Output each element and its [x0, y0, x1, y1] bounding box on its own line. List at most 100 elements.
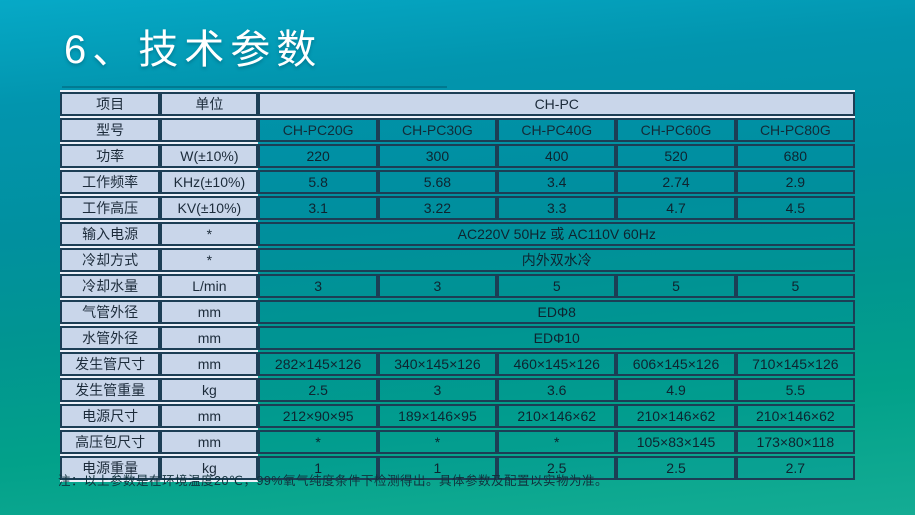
param-value-cell: 220: [258, 144, 378, 168]
param-value-cell: 1: [377, 456, 498, 480]
param-value-cell: *: [377, 430, 498, 454]
table-row: 电源重量 kg 1 1 2.5 2.5 2.7: [60, 456, 855, 480]
param-unit-cell: *: [160, 248, 259, 272]
param-label-cell: 型号: [60, 118, 161, 142]
param-value-cell: *: [258, 430, 378, 454]
param-merged-cell: EDΦ10: [258, 326, 855, 350]
model-cell: CH-PC60G: [616, 118, 736, 142]
table-row: 输入电源 * AC220V 50Hz 或 AC110V 60Hz: [60, 222, 855, 246]
param-value-cell: 210×146×62: [616, 404, 736, 428]
param-label-cell: 气管外径: [60, 300, 161, 324]
model-cell: CH-PC40G: [497, 118, 617, 142]
table-row: 冷却水量 L/min 3 3 5 5 5: [60, 274, 855, 298]
param-value-cell: 606×145×126: [616, 352, 736, 376]
model-cell: CH-PC20G: [258, 118, 378, 142]
param-value-cell: 3.3: [497, 196, 617, 220]
param-value-cell: 5.8: [258, 170, 378, 194]
param-value-cell: 2.5: [616, 456, 736, 480]
param-label-cell: 输入电源: [60, 222, 161, 246]
param-merged-cell: 内外双水冷: [258, 248, 855, 272]
param-label-cell: 水管外径: [60, 326, 161, 350]
param-unit-cell: *: [160, 222, 259, 246]
param-label-cell: 发生管重量: [60, 378, 161, 402]
param-value-cell: 300: [377, 144, 498, 168]
model-cell: CH-PC80G: [735, 118, 855, 142]
param-value-cell: *: [497, 430, 617, 454]
param-label-cell: 电源重量: [60, 456, 161, 480]
param-value-cell: 210×146×62: [497, 404, 617, 428]
header-item-cell: 项目: [60, 92, 161, 116]
param-label-cell: 工作高压: [60, 196, 161, 220]
footnote: 注：以上参数是在环境温度20℃，99%氧气纯度条件下检测得出。具体参数及配置以实…: [58, 474, 608, 488]
param-value-cell: 5: [735, 274, 855, 298]
param-value-cell: 3.4: [497, 170, 617, 194]
param-value-cell: 3.6: [497, 378, 617, 402]
param-value-cell: 2.7: [735, 456, 855, 480]
param-value-cell: 212×90×95: [258, 404, 378, 428]
param-value-cell: 3: [377, 274, 498, 298]
table-row: 发生管重量 kg 2.5 3 3.6 4.9 5.5: [60, 378, 855, 402]
param-value-cell: 3: [377, 378, 498, 402]
param-label-cell: 电源尺寸: [60, 404, 161, 428]
param-unit-cell: mm: [160, 404, 259, 428]
slide-title: 6、技术参数: [64, 28, 323, 72]
param-value-cell: 5: [497, 274, 617, 298]
param-merged-cell: EDΦ8: [258, 300, 855, 324]
param-unit-cell: KV(±10%): [160, 196, 259, 220]
param-value-cell: 4.7: [616, 196, 736, 220]
param-unit-cell: mm: [160, 430, 259, 454]
param-unit-cell: mm: [160, 326, 259, 350]
param-unit-cell: kg: [160, 456, 259, 480]
param-value-cell: 400: [497, 144, 617, 168]
table-row: 水管外径 mm EDΦ10: [60, 326, 855, 350]
table-row: 工作频率 KHz(±10%) 5.8 5.68 3.4 2.74 2.9: [60, 170, 855, 194]
model-cell: CH-PC30G: [377, 118, 498, 142]
table-row: 功率 W(±10%) 220 300 400 520 680: [60, 144, 855, 168]
param-value-cell: 1: [258, 456, 378, 480]
param-label-cell: 发生管尺寸: [60, 352, 161, 376]
header-unit-cell: 单位: [160, 92, 259, 116]
param-value-cell: 340×145×126: [377, 352, 498, 376]
table-row: 高压包尺寸 mm * * * 105×83×145 173×80×118: [60, 430, 855, 454]
param-unit-cell: KHz(±10%): [160, 170, 259, 194]
param-unit-cell: [160, 118, 259, 142]
series-header-cell: CH-PC: [258, 92, 855, 116]
param-value-cell: 210×146×62: [735, 404, 855, 428]
param-value-cell: 4.9: [616, 378, 736, 402]
table-row: 工作高压 KV(±10%) 3.1 3.22 3.3 4.7 4.5: [60, 196, 855, 220]
param-unit-cell: L/min: [160, 274, 259, 298]
param-value-cell: 2.5: [497, 456, 617, 480]
title-underline: [62, 86, 447, 88]
param-value-cell: 3.1: [258, 196, 378, 220]
param-value-cell: 680: [735, 144, 855, 168]
param-value-cell: 5.68: [377, 170, 498, 194]
param-value-cell: 5: [616, 274, 736, 298]
param-value-cell: 282×145×126: [258, 352, 378, 376]
param-value-cell: 710×145×126: [735, 352, 855, 376]
param-label-cell: 工作频率: [60, 170, 161, 194]
param-value-cell: 520: [616, 144, 736, 168]
param-value-cell: 173×80×118: [735, 430, 855, 454]
tech-params-table: 项目 单位 CH-PC 型号 CH-PC20G CH-PC30G CH-PC40G CH-PC…: [60, 90, 855, 482]
param-value-cell: 2.9: [735, 170, 855, 194]
param-unit-cell: W(±10%): [160, 144, 259, 168]
param-value-cell: 5.5: [735, 378, 855, 402]
param-value-cell: 4.5: [735, 196, 855, 220]
table-row: 发生管尺寸 mm 282×145×126 340×145×126 460×145×126…: [60, 352, 855, 376]
table-header-row: 项目 单位 CH-PC: [60, 92, 855, 116]
table-row: 冷却方式 * 内外双水冷: [60, 248, 855, 272]
param-merged-cell: AC220V 50Hz 或 AC110V 60Hz: [258, 222, 855, 246]
param-value-cell: 3: [258, 274, 378, 298]
param-label-cell: 功率: [60, 144, 161, 168]
param-label-cell: 冷却方式: [60, 248, 161, 272]
table-row: 气管外径 mm EDΦ8: [60, 300, 855, 324]
param-unit-cell: mm: [160, 352, 259, 376]
param-label-cell: 冷却水量: [60, 274, 161, 298]
param-value-cell: 2.74: [616, 170, 736, 194]
param-unit-cell: mm: [160, 300, 259, 324]
param-value-cell: 189×146×95: [377, 404, 498, 428]
param-value-cell: 460×145×126: [497, 352, 617, 376]
param-unit-cell: kg: [160, 378, 259, 402]
param-value-cell: 105×83×145: [616, 430, 736, 454]
